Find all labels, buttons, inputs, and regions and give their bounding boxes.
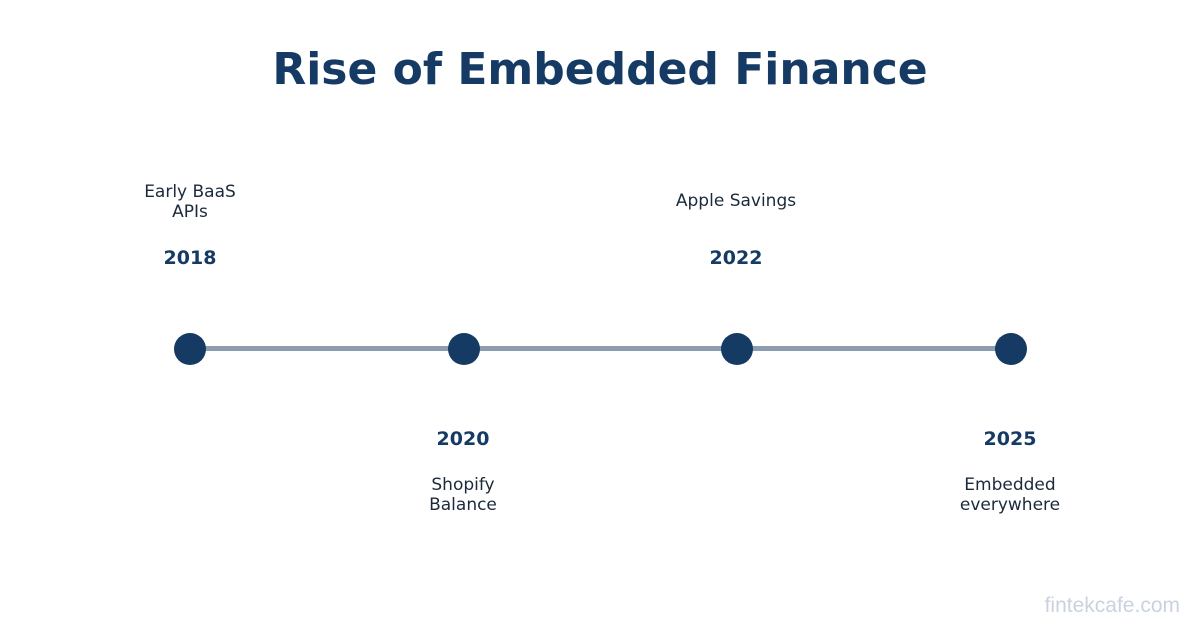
- event-label: Early BaaS APIs: [100, 162, 280, 222]
- timeline-dot-2025: [995, 333, 1027, 365]
- event-year: 2025: [983, 428, 1037, 450]
- event-label-text: Early BaaS APIs: [144, 182, 236, 222]
- watermark: fintekcafe.com: [1044, 594, 1180, 617]
- event-year: 2018: [163, 247, 217, 269]
- event-label: Apple Savings: [646, 151, 826, 211]
- timeline-dot-2020: [448, 333, 480, 365]
- timeline-line: [190, 346, 1010, 351]
- event-label: Embedded everywhere: [959, 475, 1061, 515]
- timeline-dot-2022: [721, 333, 753, 365]
- page-title: Rise of Embedded Finance: [272, 44, 928, 95]
- timeline-dot-2018: [174, 333, 206, 365]
- event-label-text: Apple Savings: [675, 191, 797, 211]
- event-year: 2022: [709, 247, 763, 269]
- event-label: Shopify Balance: [429, 475, 497, 515]
- event-year: 2020: [436, 428, 490, 450]
